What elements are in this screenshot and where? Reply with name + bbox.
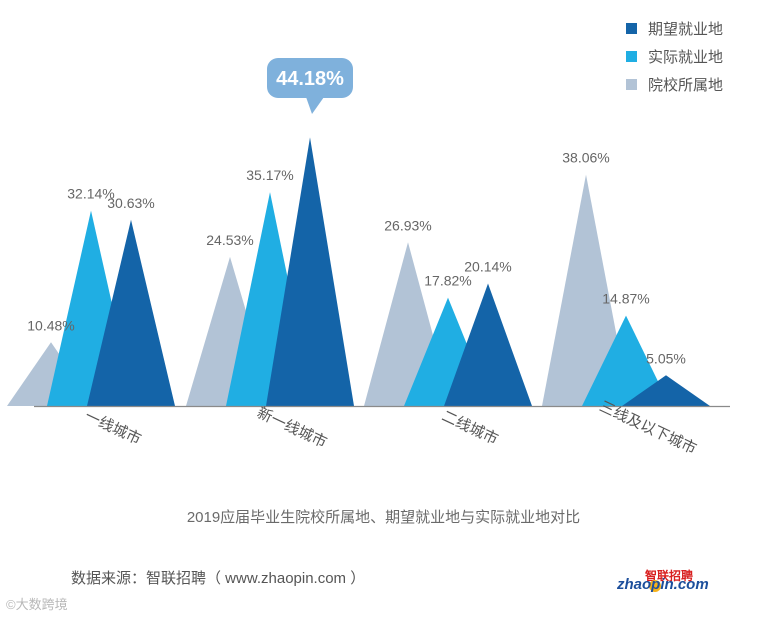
data-label-2-2: 20.14% bbox=[464, 259, 511, 275]
data-label-1-1: 35.17% bbox=[246, 167, 293, 183]
legend: 期望就业地 实际就业地 院校所属地 bbox=[626, 14, 723, 98]
peak-2-2 bbox=[444, 283, 532, 406]
data-label-3-0: 38.06% bbox=[562, 150, 609, 166]
zhaopin-logo: 智联招聘 zhaopin.com bbox=[617, 567, 709, 597]
data-label-0-1: 32.14% bbox=[67, 186, 114, 202]
watermark: ©大数跨境 bbox=[6, 597, 68, 612]
peak-3-0 bbox=[542, 174, 630, 406]
legend-swatch-school bbox=[626, 78, 637, 90]
callout-label: 44.18% bbox=[276, 68, 344, 90]
peak-1-2 bbox=[266, 137, 354, 406]
data-label-3-2: 5.05% bbox=[646, 350, 686, 366]
callout-pointer bbox=[306, 97, 324, 114]
category-label-1: 新一线城市 bbox=[254, 404, 329, 451]
category-label-2: 二线城市 bbox=[439, 408, 501, 449]
source-note: 数据来源：智联招聘（ www.zhaopin.com ） bbox=[71, 570, 366, 587]
legend-label-actual: 实际就业地 bbox=[648, 48, 724, 66]
data-label-0-2: 30.63% bbox=[107, 195, 154, 211]
logo-en-text: zhaopin.com bbox=[617, 576, 709, 593]
legend-swatch-actual bbox=[626, 50, 637, 62]
logo-dot bbox=[649, 580, 661, 592]
legend-item-expected: 期望就业地 bbox=[626, 14, 723, 42]
data-label-0-0: 10.48% bbox=[27, 317, 74, 333]
logo-cn-text: 智联招聘 bbox=[644, 569, 693, 583]
data-label-3-1: 14.87% bbox=[602, 291, 649, 307]
legend-label-expected: 期望就业地 bbox=[648, 20, 724, 38]
legend-swatch-expected bbox=[626, 22, 637, 34]
callout-bubble bbox=[267, 58, 353, 98]
data-label-2-0: 26.93% bbox=[384, 217, 431, 233]
peak-3-1 bbox=[582, 315, 670, 406]
peak-3-2 bbox=[622, 375, 710, 406]
peak-0-2 bbox=[87, 219, 175, 406]
data-label-2-1: 17.82% bbox=[424, 273, 471, 289]
category-label-0: 一线城市 bbox=[82, 408, 144, 449]
legend-item-school: 院校所属地 bbox=[626, 70, 723, 98]
legend-item-actual: 实际就业地 bbox=[626, 42, 723, 70]
legend-label-school: 院校所属地 bbox=[648, 76, 724, 94]
data-label-1-0: 24.53% bbox=[206, 232, 253, 248]
chart-caption: 2019应届毕业生院校所属地、期望就业地与实际就业地对比 bbox=[186, 509, 581, 526]
